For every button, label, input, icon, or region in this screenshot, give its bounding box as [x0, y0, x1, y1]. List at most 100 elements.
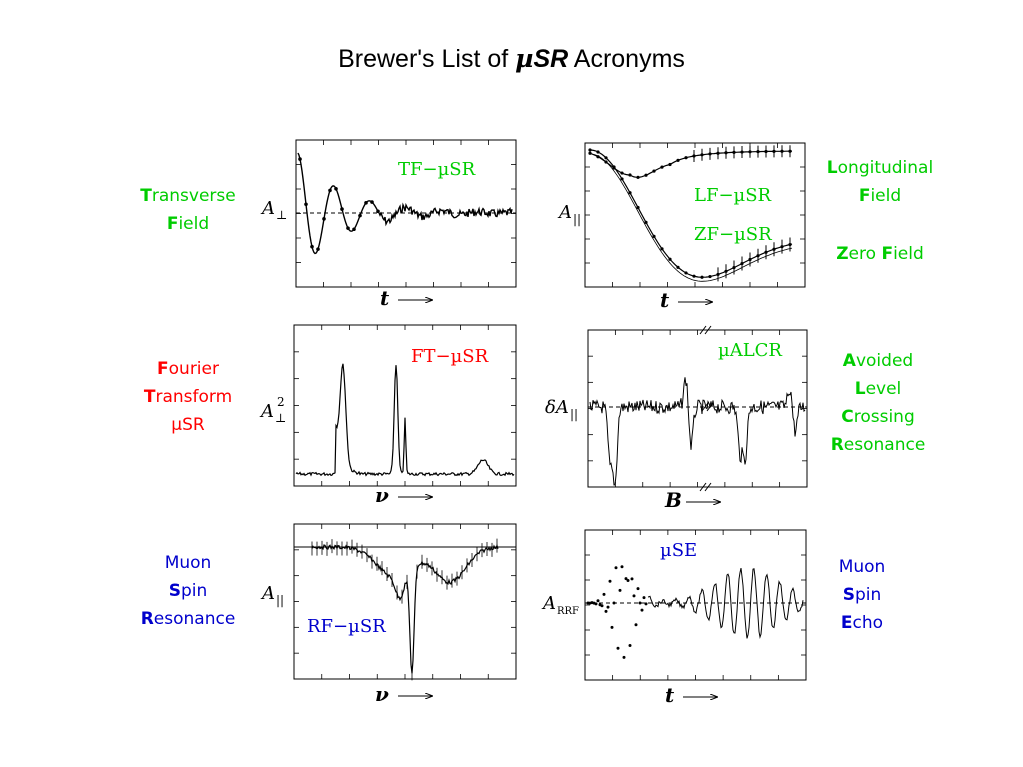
lf-data-points	[588, 145, 792, 282]
zf-data-point	[652, 234, 656, 238]
mse-data-point	[640, 608, 644, 612]
svg-text:A: A	[260, 583, 275, 604]
mse-data-point	[630, 577, 634, 581]
mse-signal-curve	[647, 567, 804, 639]
mse-data-point	[612, 601, 616, 605]
svg-text:δA: δA	[545, 397, 569, 418]
tf-data-point	[304, 202, 308, 207]
alcr-axis-breaks	[699, 325, 714, 492]
tf-data-point	[340, 207, 344, 211]
svg-text:A: A	[557, 202, 572, 223]
lf-data-point	[604, 160, 608, 164]
mse-data-point	[608, 579, 612, 583]
mse-ylabel: A RRF	[541, 593, 579, 617]
label-fourier-transform: Fourier Transform µSR	[143, 359, 233, 435]
svg-text:B: B	[664, 488, 682, 512]
tf-data-point	[334, 186, 338, 191]
mse-data-point	[596, 599, 600, 603]
tf-data-point	[370, 200, 374, 204]
ft-xlabel: ν	[375, 483, 432, 507]
lf-ylabel: A ||	[557, 202, 581, 226]
title-sr: SR	[533, 45, 569, 73]
mse-data-point	[616, 646, 620, 650]
mse-data-point	[642, 596, 646, 600]
zf-data-point	[660, 247, 664, 251]
zf-plot-title: ZF−µSR	[694, 224, 772, 245]
mse-data-point	[614, 566, 618, 570]
mse-data-point	[604, 609, 608, 613]
lf-data-point	[628, 173, 632, 177]
lf-data-point	[644, 173, 648, 177]
title-mu: µ	[515, 44, 534, 73]
mse-data-point	[628, 644, 632, 648]
lf-xlabel: t	[660, 288, 712, 312]
zf-data-point	[676, 265, 680, 269]
lf-data-point	[596, 155, 600, 159]
mse-data-point	[622, 655, 626, 659]
rf-plot-title: RF−µSR	[307, 616, 386, 637]
mse-data-point	[626, 579, 630, 583]
label-transverse-field: Transverse Field	[140, 186, 236, 234]
label-avoided-level-crossing: Avoided Level Crossing Resonance	[830, 351, 926, 455]
tf-data-point	[310, 244, 314, 249]
zf-data-point	[604, 156, 608, 160]
ft-plot-title: FT−µSR	[411, 346, 489, 367]
tf-data-point	[364, 201, 368, 205]
tf-data-point	[322, 217, 326, 221]
lf-fit-curve	[589, 150, 792, 178]
mse-data-point	[638, 601, 642, 605]
zf-data-point	[588, 148, 592, 152]
svg-text:ν: ν	[375, 682, 389, 706]
tf-plot-title: TF−µSR	[398, 159, 476, 180]
mse-data-point	[624, 577, 628, 581]
tf-data-point	[316, 247, 320, 251]
svg-text:A: A	[259, 401, 274, 422]
zf-data-point	[612, 165, 616, 169]
mse-data-point	[594, 602, 598, 606]
svg-text:||: ||	[573, 212, 581, 226]
tf-data-point	[358, 213, 362, 218]
zf-fit-curve-2	[589, 153, 793, 282]
label-muon-spin-resonance: Muon Spin Resonance	[140, 553, 236, 629]
mse-data-point	[602, 592, 606, 596]
lf-data-point	[668, 162, 672, 167]
lf-frame	[584, 142, 806, 288]
zf-data-point	[620, 177, 624, 181]
mse-data-point	[644, 602, 648, 606]
lf-data-point	[676, 158, 680, 162]
svg-text:ν: ν	[375, 483, 389, 507]
mse-data-point	[620, 565, 624, 569]
mse-data-point	[634, 623, 638, 627]
svg-text:||: ||	[570, 407, 578, 421]
tf-data-point	[328, 188, 332, 193]
page-title: Brewer's List of µSR Acronyms	[0, 44, 1023, 74]
zf-data-point	[628, 191, 632, 195]
rf-xlabel: ν	[375, 682, 432, 706]
ft-ylabel: A ⊥ 2	[259, 395, 286, 425]
lf-data-point	[660, 165, 664, 169]
mse-data-points	[586, 565, 648, 659]
title-suffix: Acronyms	[568, 45, 685, 73]
zf-data-point	[684, 271, 688, 275]
mse-data-point	[606, 605, 610, 609]
title-prefix: Brewer's List of	[338, 45, 516, 73]
tf-data-points	[298, 157, 380, 251]
label-muon-spin-echo: Muon Spin Echo	[838, 557, 886, 633]
mse-plot-title: µSE	[660, 540, 697, 561]
svg-text:t: t	[380, 286, 390, 310]
tf-signal-curve	[297, 152, 513, 255]
lf-data-point	[652, 169, 656, 173]
tf-data-point	[346, 226, 350, 230]
mse-data-point	[632, 594, 636, 598]
zf-data-point	[636, 205, 640, 210]
tf-data-point	[376, 209, 380, 214]
zf-data-point	[700, 275, 704, 279]
rf-ylabel: A ||	[260, 583, 284, 607]
lf-data-point	[636, 175, 640, 179]
lf-data-point	[588, 151, 592, 155]
rf-signal-curve	[311, 543, 499, 674]
zf-data-point	[644, 220, 648, 224]
mse-xlabel: t	[665, 683, 717, 707]
tf-ylabel: A ⊥	[260, 198, 287, 222]
zf-data-point	[668, 257, 672, 261]
